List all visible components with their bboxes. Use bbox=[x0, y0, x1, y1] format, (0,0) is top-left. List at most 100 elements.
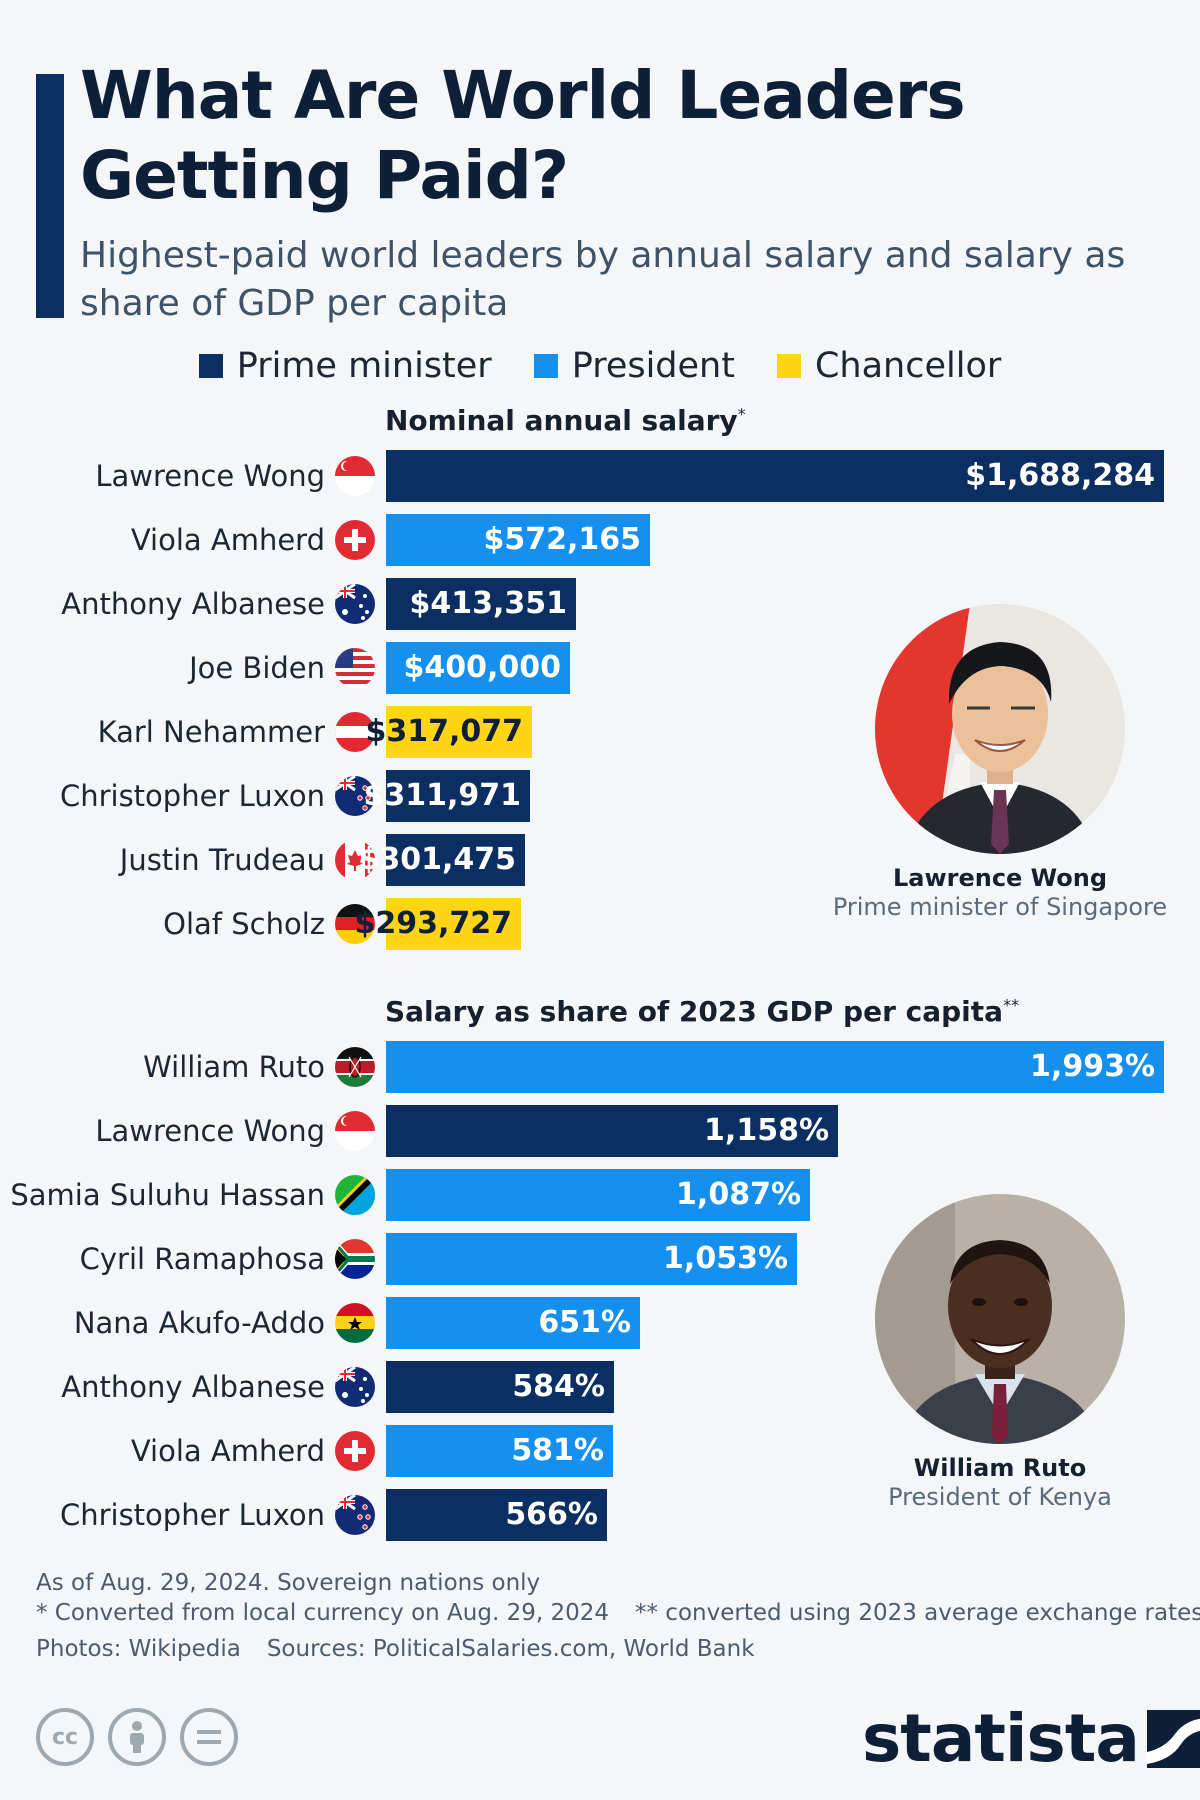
legend-item-president: President bbox=[533, 346, 735, 386]
category-label-lawrence-wong: Lawrence Wong bbox=[95, 1114, 325, 1148]
category-label-joe-biden: Joe Biden bbox=[189, 651, 325, 685]
data-label-joe-biden: $400,000 bbox=[403, 650, 561, 685]
kenya-flag bbox=[335, 1047, 375, 1087]
bar-joe-biden: $400,000 bbox=[386, 642, 570, 694]
title-accent-bar bbox=[36, 74, 64, 318]
bar-anthony-albanese: 584% bbox=[386, 1361, 614, 1413]
lawrence-wong-caption-role: Prime minister of Singapore bbox=[832, 893, 1168, 921]
attribution-icon[interactable] bbox=[108, 1708, 166, 1766]
salary-section-title-text: Nominal annual salary bbox=[385, 404, 738, 437]
legend-label-chancellor: Chancellor bbox=[814, 346, 1002, 386]
william-ruto-caption-name: William Ruto bbox=[913, 1454, 1087, 1482]
chart-row: Viola Amherd $572,165 bbox=[0, 514, 1200, 566]
lawrence-wong-portrait bbox=[875, 604, 1125, 854]
canada-flag bbox=[335, 840, 375, 880]
category-label-anthony-albanese: Anthony Albanese bbox=[61, 1370, 325, 1404]
gdp-section-title-marker: ** bbox=[1003, 995, 1020, 1015]
lawrence-wong-photo bbox=[875, 604, 1125, 854]
bar-anthony-albanese: $413,351 bbox=[386, 578, 576, 630]
category-label-nana-akufo-addo: Nana Akufo-Addo bbox=[73, 1306, 325, 1340]
license-icons: cc bbox=[36, 1708, 238, 1766]
statista-logo[interactable]: statista bbox=[862, 1700, 1200, 1777]
ghana-flag bbox=[335, 1303, 375, 1343]
category-label-william-ruto: William Ruto bbox=[143, 1050, 325, 1084]
legend-swatch-president bbox=[533, 354, 558, 378]
data-label-olaf-scholz: $293,727 bbox=[354, 906, 512, 941]
data-label-anthony-albanese: 584% bbox=[512, 1369, 605, 1404]
lawrence-wong-caption-name: Lawrence Wong bbox=[892, 864, 1108, 892]
category-label-cyril-ramaphosa: Cyril Ramaphosa bbox=[79, 1242, 325, 1276]
category-label-justin-trudeau: Justin Trudeau bbox=[119, 843, 325, 877]
data-label-viola-amherd: 581% bbox=[511, 1433, 604, 1468]
cc-icon[interactable]: cc bbox=[36, 1708, 94, 1766]
gdp-section-title-text: Salary as share of 2023 GDP per capita bbox=[385, 995, 1004, 1028]
chart-subtitle: Highest-paid world leaders by annual sal… bbox=[80, 235, 1126, 324]
legend-label-president: President bbox=[571, 346, 735, 386]
william-ruto-caption-role: President of Kenya bbox=[888, 1483, 1112, 1511]
category-label-karl-nehammer: Karl Nehammer bbox=[97, 715, 325, 749]
usa-flag bbox=[335, 648, 375, 688]
footer-note-double-asterisk: ** converted using 2023 average exchange… bbox=[635, 1600, 1200, 1626]
lawrence-wong-caption: Lawrence Wong Prime minister of Singapor… bbox=[820, 863, 1180, 921]
data-label-william-ruto: 1,993% bbox=[1030, 1049, 1155, 1084]
attribution-person-glyph bbox=[130, 1721, 144, 1753]
chart-row: William Ruto 1,993% bbox=[0, 1041, 1200, 1093]
data-label-viola-amherd: $572,165 bbox=[483, 522, 641, 557]
chart-row: Lawrence Wong $1,688,284 bbox=[0, 450, 1200, 502]
bar-viola-amherd: 581% bbox=[386, 1425, 613, 1477]
bar-olaf-scholz: $293,727 bbox=[354, 898, 521, 950]
legend-swatch-chancellor bbox=[776, 354, 801, 378]
footer-sources-line: Photos: Wikipedia Sources: PoliticalSalar… bbox=[36, 1634, 1176, 1664]
legend-item-prime-minister: Prime minister bbox=[198, 346, 492, 386]
footer-conversion-notes: * Converted from local currency on Aug. … bbox=[36, 1598, 1200, 1628]
footer-notes: As of Aug. 29, 2024. Sovereign nations o… bbox=[36, 1568, 1200, 1664]
chart-row: Christopher Luxon $311,971 bbox=[0, 770, 1200, 822]
data-label-justin-trudeau: $301,475 bbox=[358, 842, 516, 877]
chart-row: Karl Nehammer $317,077 bbox=[0, 706, 1200, 758]
data-label-christopher-luxon: 566% bbox=[505, 1497, 598, 1532]
statista-logo-text: statista bbox=[862, 1700, 1140, 1777]
singapore-flag bbox=[335, 1111, 375, 1151]
bar-lawrence-wong: $1,688,284 bbox=[386, 450, 1164, 502]
category-label-samia-suluhu-hassan: Samia Suluhu Hassan bbox=[10, 1178, 325, 1212]
singapore-flag bbox=[335, 456, 375, 496]
chart-row: Anthony Albanese $413,351 bbox=[0, 578, 1200, 630]
bar-viola-amherd: $572,165 bbox=[386, 514, 650, 566]
statista-logo-mark-icon bbox=[1146, 1709, 1200, 1768]
australia-flag bbox=[335, 1367, 375, 1407]
bar-karl-nehammer: $317,077 bbox=[365, 706, 532, 758]
chart-row: Nana Akufo-Addo 651% bbox=[0, 1297, 1200, 1349]
data-label-nana-akufo-addo: 651% bbox=[538, 1305, 631, 1340]
footer-note-single-asterisk: * Converted from local currency on Aug. … bbox=[36, 1600, 609, 1626]
salary-section-title: Nominal annual salary* bbox=[385, 404, 746, 437]
australia-flag bbox=[335, 584, 375, 624]
data-label-anthony-albanese: $413,351 bbox=[409, 586, 567, 621]
chart-row: Joe Biden $400,000 bbox=[0, 642, 1200, 694]
bar-christopher-luxon: 566% bbox=[386, 1489, 607, 1541]
data-label-lawrence-wong: $1,688,284 bbox=[965, 458, 1155, 493]
legend-label-prime-minister: Prime minister bbox=[236, 346, 492, 386]
bar-justin-trudeau: $301,475 bbox=[358, 834, 525, 886]
bar-william-ruto: 1,993% bbox=[386, 1041, 1164, 1093]
footer-photos-credit: Photos: Wikipedia bbox=[36, 1636, 241, 1662]
new-zealand-flag bbox=[335, 776, 375, 816]
data-label-karl-nehammer: $317,077 bbox=[365, 714, 523, 749]
category-label-olaf-scholz: Olaf Scholz bbox=[163, 907, 325, 941]
south-africa-flag bbox=[335, 1239, 375, 1279]
bar-christopher-luxon: $311,971 bbox=[363, 770, 530, 822]
category-label-christopher-luxon: Christopher Luxon bbox=[59, 779, 325, 813]
chart-row: Cyril Ramaphosa 1,053% bbox=[0, 1233, 1200, 1285]
legend: Prime minister President Chancellor bbox=[0, 346, 1200, 386]
bar-samia-suluhu-hassan: 1,087% bbox=[386, 1169, 810, 1221]
salary-section-title-marker: * bbox=[737, 404, 746, 424]
no-derivatives-icon[interactable] bbox=[180, 1708, 238, 1766]
category-label-anthony-albanese: Anthony Albanese bbox=[61, 587, 325, 621]
chart-row: Christopher Luxon 566% bbox=[0, 1489, 1200, 1541]
tanzania-flag bbox=[335, 1175, 375, 1215]
data-label-samia-suluhu-hassan: 1,087% bbox=[676, 1177, 801, 1212]
william-ruto-portrait bbox=[875, 1194, 1125, 1444]
category-label-viola-amherd: Viola Amherd bbox=[130, 1434, 325, 1468]
legend-item-chancellor: Chancellor bbox=[776, 346, 1002, 386]
chart-row: Viola Amherd 581% bbox=[0, 1425, 1200, 1477]
chart-title: What Are World Leaders Getting Paid? bbox=[80, 57, 966, 214]
